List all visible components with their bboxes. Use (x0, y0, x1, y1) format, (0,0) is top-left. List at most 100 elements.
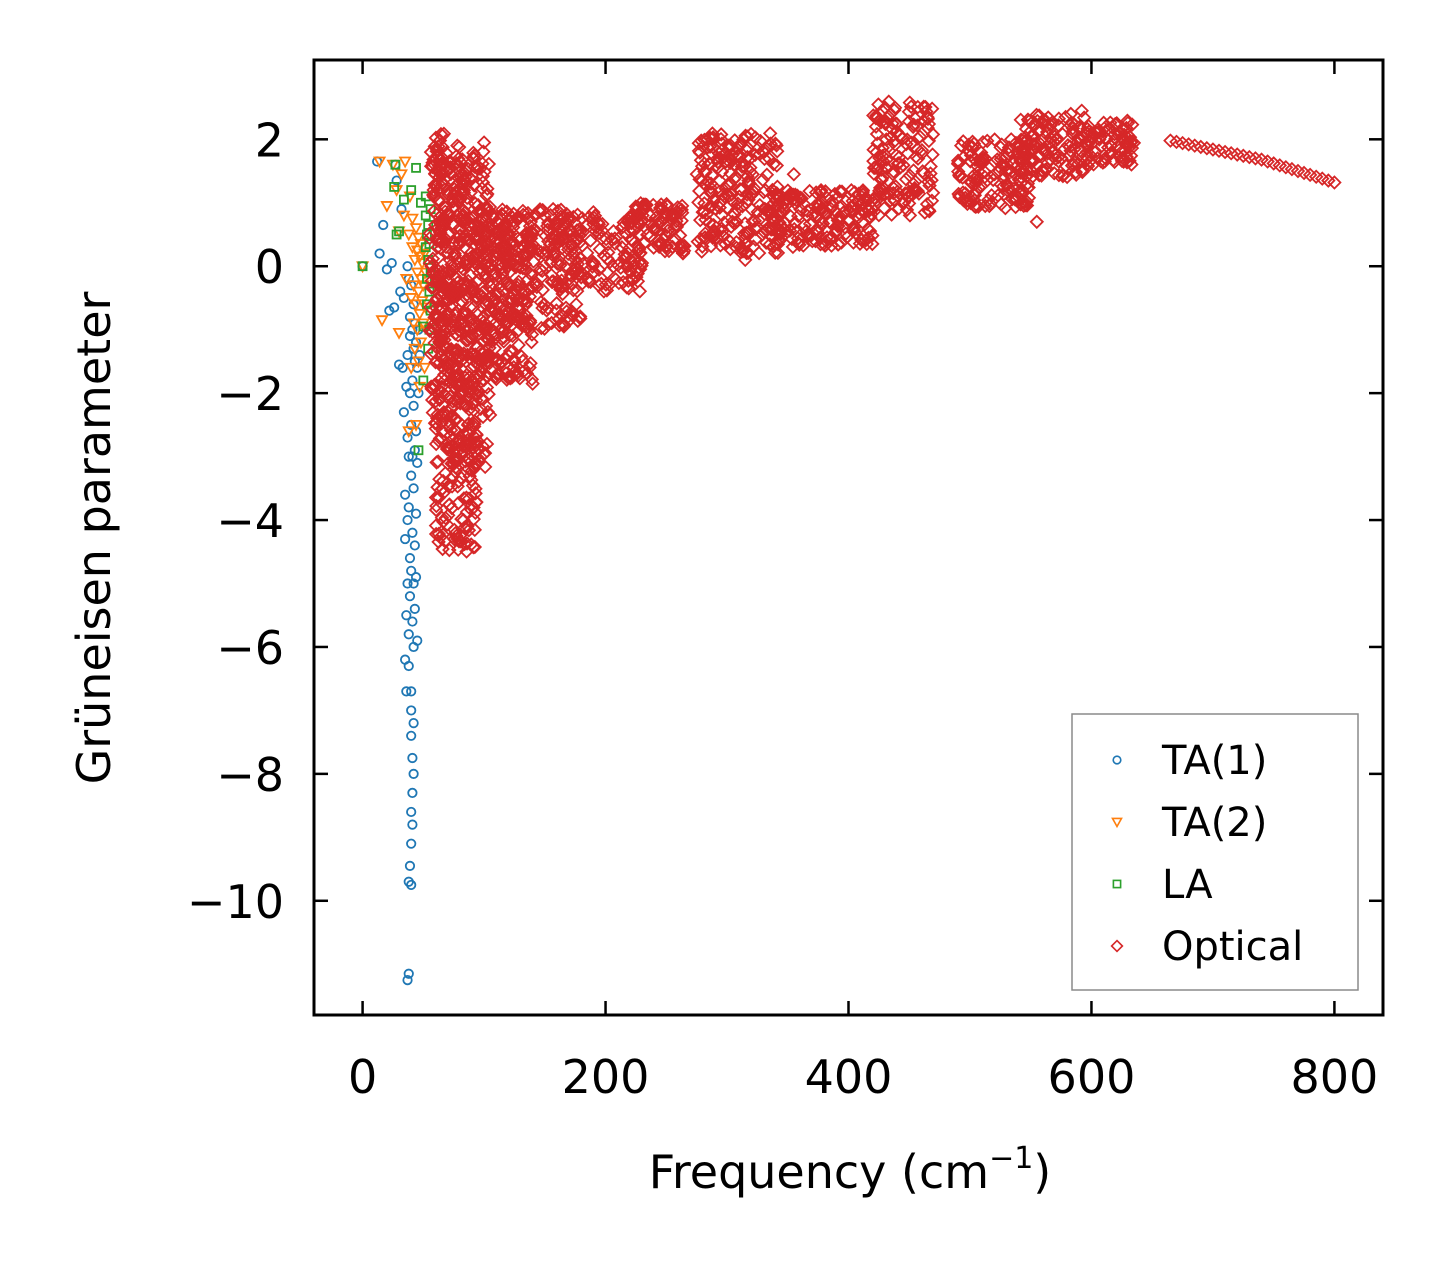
data-point (850, 222, 866, 237)
data-point (762, 126, 778, 141)
data-point (867, 191, 883, 206)
legend-marker (1112, 879, 1122, 889)
data-point (422, 299, 438, 315)
data-point (457, 536, 472, 552)
data-point (753, 133, 768, 149)
data-point (468, 505, 483, 521)
data-point (574, 210, 590, 226)
data-point (425, 405, 441, 420)
data-point (702, 130, 718, 146)
data-point (1013, 165, 1028, 181)
data-point (862, 223, 878, 239)
legend: TA(1) TA(2) LA Optical (1071, 713, 1359, 991)
y-tick-label: −6 (216, 621, 284, 675)
data-point (410, 267, 424, 280)
data-point (1063, 106, 1079, 122)
data-point (975, 149, 991, 165)
data-point (498, 237, 514, 253)
data-point (414, 349, 425, 361)
data-point (490, 226, 505, 241)
data-point (553, 307, 569, 322)
data-point (406, 565, 417, 576)
data-point (449, 342, 464, 358)
data-point (888, 179, 903, 194)
data-point (770, 190, 785, 205)
data-point (1080, 121, 1095, 137)
data-point (430, 240, 445, 255)
data-point (591, 225, 607, 241)
data-point (446, 277, 461, 293)
data-point (478, 398, 494, 414)
data-point (517, 318, 532, 334)
data-point (498, 307, 513, 323)
data-point (490, 247, 505, 262)
data-point (1042, 122, 1058, 137)
data-point (443, 166, 459, 182)
legend-label-la: LA (1162, 862, 1213, 908)
data-point (1314, 171, 1330, 186)
data-point (846, 220, 862, 236)
data-point (1037, 145, 1053, 160)
data-point (445, 263, 460, 279)
data-point (504, 312, 519, 327)
data-point (774, 205, 789, 221)
data-point (776, 202, 792, 217)
data-point (905, 119, 921, 135)
data-point (450, 495, 466, 511)
data-point (817, 238, 833, 253)
data-point (1112, 124, 1128, 140)
data-point (516, 293, 532, 309)
data-point (406, 705, 417, 716)
data-point (695, 204, 710, 220)
data-point (659, 199, 675, 214)
data-point (407, 280, 421, 293)
data-point (438, 510, 453, 526)
data-point (1327, 175, 1342, 190)
data-point (1051, 111, 1067, 126)
data-point (866, 153, 881, 169)
data-point (1067, 117, 1082, 132)
data-point (373, 156, 387, 169)
data-point (721, 141, 737, 157)
data-point (1049, 130, 1065, 146)
legend-markers (1110, 755, 1124, 953)
data-point (694, 244, 709, 259)
data-point (923, 159, 938, 174)
data-point (1296, 165, 1312, 181)
legend-marker (1110, 939, 1124, 953)
data-point (392, 327, 406, 340)
data-point (669, 213, 684, 229)
data-point (491, 286, 506, 301)
data-point (407, 616, 418, 627)
data-point (607, 231, 623, 246)
data-point (650, 237, 665, 253)
data-point (414, 239, 428, 251)
data-point (467, 196, 483, 212)
data-point (445, 244, 461, 260)
data-point (892, 128, 907, 144)
data-point (487, 341, 503, 356)
data-point (510, 368, 526, 384)
x-tick-label: 0 (348, 1050, 377, 1104)
data-point (723, 241, 738, 257)
data-point (442, 206, 457, 222)
data-point (456, 171, 471, 186)
data-point (893, 160, 908, 175)
data-point (466, 150, 482, 166)
data-point (510, 366, 525, 381)
data-point (443, 422, 459, 438)
data-point (832, 184, 848, 199)
data-point (434, 219, 450, 235)
data-point (724, 193, 740, 208)
data-point (453, 210, 468, 225)
data-point (407, 318, 421, 331)
data-point (496, 314, 511, 329)
data-point (1037, 112, 1053, 128)
data-point (810, 198, 826, 213)
data-point (473, 401, 488, 417)
data-point (494, 355, 510, 371)
data-point (451, 474, 466, 489)
data-point (442, 440, 458, 456)
data-point (880, 111, 895, 126)
